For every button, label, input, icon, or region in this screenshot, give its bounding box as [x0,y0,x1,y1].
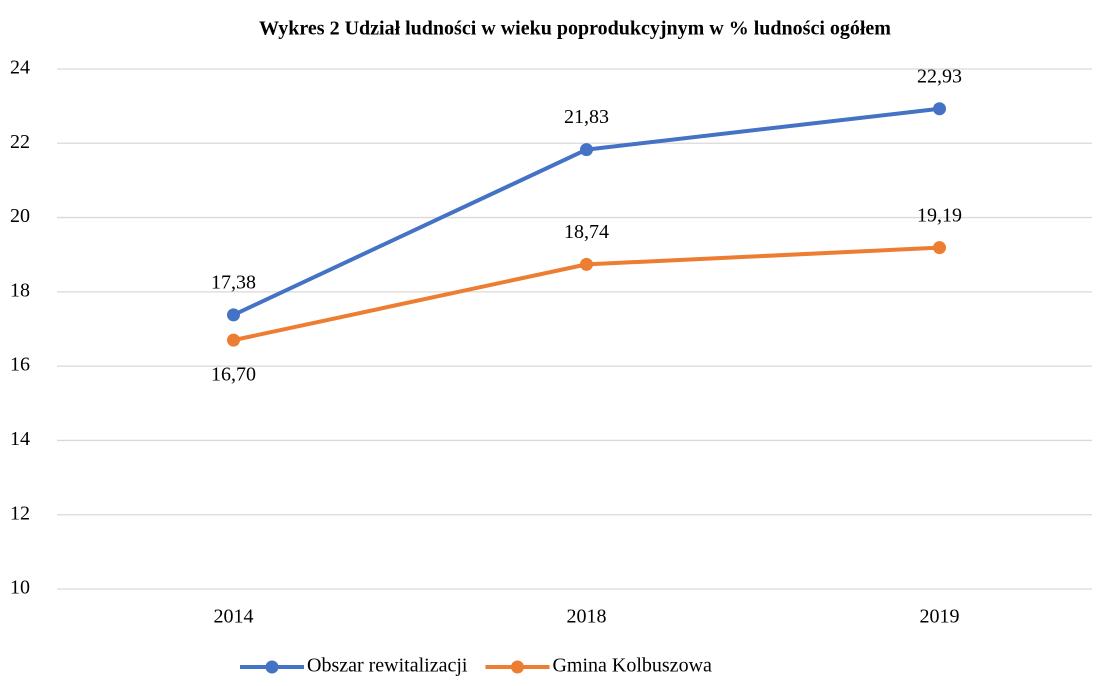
y-tick-label: 14 [10,428,30,450]
legend-marker [265,660,279,674]
data-label: 19,19 [917,204,962,226]
x-tick-label: 2018 [567,606,607,628]
x-tick-label: 2019 [920,606,960,628]
data-label: 18,74 [564,221,609,243]
series-line [232,106,940,317]
data-label: 22,93 [917,65,962,87]
y-tick-label: 24 [10,57,30,79]
legend-label: Gmina Kolbuszowa [552,655,712,677]
y-tick-label: 18 [10,279,30,301]
chart-title: Wykres 2 Udział ludności w wieku poprodu… [259,18,891,40]
data-label: 17,38 [211,271,256,293]
y-tick-label: 12 [10,502,30,524]
data-point [933,241,946,255]
x-tick-label: 2014 [214,606,254,628]
data-point [580,257,593,271]
legend-marker [510,660,524,674]
legend-label: Obszar rewitalizacji [307,655,468,677]
y-tick-label: 10 [10,577,30,599]
data-point [227,333,240,347]
data-label: 21,83 [564,106,609,128]
data-label: 16,70 [211,364,256,386]
y-tick-label: 22 [10,131,30,153]
data-point [227,308,240,322]
y-tick-label: 20 [10,205,30,227]
data-point [933,102,946,116]
y-tick-label: 16 [10,354,30,376]
data-point [580,143,593,157]
